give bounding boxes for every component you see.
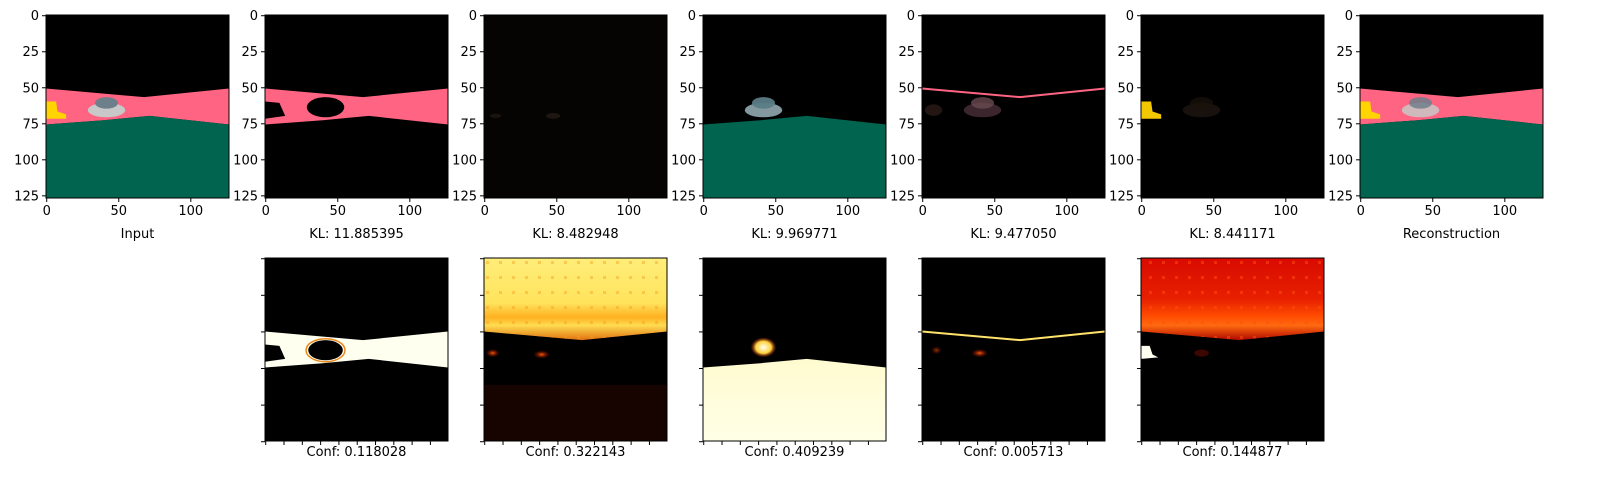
y-tick-label: 75: [679, 117, 696, 132]
heatmap-caption: Conf: 0.409239: [745, 445, 845, 460]
y-tick-label: 25: [241, 45, 258, 60]
x-tick-label: 0: [1138, 204, 1146, 219]
y-tick-label: 125: [452, 189, 477, 204]
heatmap-caption: Conf: 0.118028: [307, 445, 407, 460]
panel-component-2: 0 50 100 0 25 50 75 100 125 KL: 8.482948: [452, 9, 668, 242]
x-tick-label: 50: [986, 204, 1003, 219]
y-tick-label: 0: [250, 9, 258, 24]
panel-caption: KL: 8.441171: [1189, 227, 1275, 242]
x-tick-label: 50: [767, 204, 784, 219]
y-tick-label: 0: [469, 9, 477, 24]
y-tick-label: 25: [679, 45, 696, 60]
y-tick-label: 75: [22, 117, 39, 132]
y-tick-label: 100: [233, 153, 258, 168]
y-tick-label: 100: [1328, 153, 1353, 168]
heatmap-caption: Conf: 0.144877: [1183, 445, 1283, 460]
x-tick-label: 0: [700, 204, 708, 219]
heatmap-mask-2: Conf: 0.322143: [480, 257, 668, 460]
x-tick-label: 100: [1054, 204, 1079, 219]
y-tick-label: 25: [460, 45, 477, 60]
y-tick-label: 50: [679, 81, 696, 96]
x-tick-label: 50: [329, 204, 346, 219]
x-tick-label: 0: [481, 204, 489, 219]
x-tick-label: 100: [397, 204, 422, 219]
y-tick-label: 100: [671, 153, 696, 168]
heatmap-mask-3: Conf: 0.409239: [699, 257, 887, 460]
y-tick-label: 100: [890, 153, 915, 168]
y-tick-label: 0: [1126, 9, 1134, 24]
heatmap-caption: Conf: 0.005713: [964, 445, 1064, 460]
x-tick-label: 50: [548, 204, 565, 219]
y-tick-label: 75: [1336, 117, 1353, 132]
y-tick-label: 125: [233, 189, 258, 204]
y-tick-label: 125: [1328, 189, 1353, 204]
y-tick-label: 50: [898, 81, 915, 96]
y-tick-label: 50: [22, 81, 39, 96]
panel-caption: KL: 8.482948: [532, 227, 618, 242]
heatmap-mask-1: Conf: 0.118028: [261, 257, 449, 460]
y-tick-label: 25: [898, 45, 915, 60]
x-tick-label: 0: [919, 204, 927, 219]
y-tick-label: 100: [452, 153, 477, 168]
heatmap-mask-4: Conf: 0.005713: [918, 257, 1106, 460]
panel-component-3: 0 50 100 0 25 50 75 100 125 KL: 9.969771: [671, 9, 887, 242]
y-tick-label: 100: [1109, 153, 1134, 168]
panel-component-5: 0 50 100 0 25 50 75 100 125 KL: 8.441171: [1109, 9, 1325, 242]
x-tick-label: 50: [1205, 204, 1222, 219]
heatmap-mask-5: Conf: 0.144877: [1137, 257, 1325, 460]
y-tick-label: 0: [688, 9, 696, 24]
panel-input: 0 50 100 0 25 50 75 100 125 Input: [14, 9, 230, 242]
y-tick-label: 75: [241, 117, 258, 132]
y-tick-label: 0: [31, 9, 39, 24]
x-tick-label: 100: [1273, 204, 1298, 219]
panel-component-4: 0 50 100 0 25 50 75 100 125 KL: 9.477050: [890, 9, 1106, 242]
x-tick-label: 0: [43, 204, 51, 219]
panel-caption: KL: 11.885395: [309, 227, 404, 242]
x-tick-label: 100: [178, 204, 203, 219]
heatmap-caption: Conf: 0.322143: [526, 445, 626, 460]
x-tick-label: 100: [835, 204, 860, 219]
y-tick-label: 125: [1109, 189, 1134, 204]
y-tick-label: 50: [241, 81, 258, 96]
y-tick-label: 75: [1117, 117, 1134, 132]
panel-component-1: 0 50 100 0 25 50 75 100 125 KL: 11.885395: [233, 9, 449, 242]
x-tick-label: 50: [1424, 204, 1441, 219]
x-tick-label: 50: [110, 204, 127, 219]
y-tick-label: 25: [1336, 45, 1353, 60]
y-tick-label: 25: [22, 45, 39, 60]
y-tick-label: 75: [898, 117, 915, 132]
panel-caption: KL: 9.477050: [970, 227, 1056, 242]
y-tick-label: 50: [1336, 81, 1353, 96]
y-tick-label: 50: [1117, 81, 1134, 96]
x-tick-label: 100: [1492, 204, 1517, 219]
y-tick-label: 125: [14, 189, 39, 204]
y-tick-label: 125: [671, 189, 696, 204]
y-tick-label: 100: [14, 153, 39, 168]
panel-caption: KL: 9.969771: [751, 227, 837, 242]
y-tick-label: 125: [890, 189, 915, 204]
panel-caption: Reconstruction: [1403, 227, 1500, 242]
x-tick-label: 100: [616, 204, 641, 219]
x-tick-label: 0: [262, 204, 270, 219]
y-tick-label: 0: [907, 9, 915, 24]
y-tick-label: 0: [1345, 9, 1353, 24]
y-tick-label: 75: [460, 117, 477, 132]
x-tick-label: 0: [1357, 204, 1365, 219]
y-tick-label: 25: [1117, 45, 1134, 60]
panel-reconstruction: 0 50 100 0 25 50 75 100 125 Reconstruction: [1328, 9, 1544, 242]
panel-caption: Input: [121, 227, 155, 242]
y-tick-label: 50: [460, 81, 477, 96]
